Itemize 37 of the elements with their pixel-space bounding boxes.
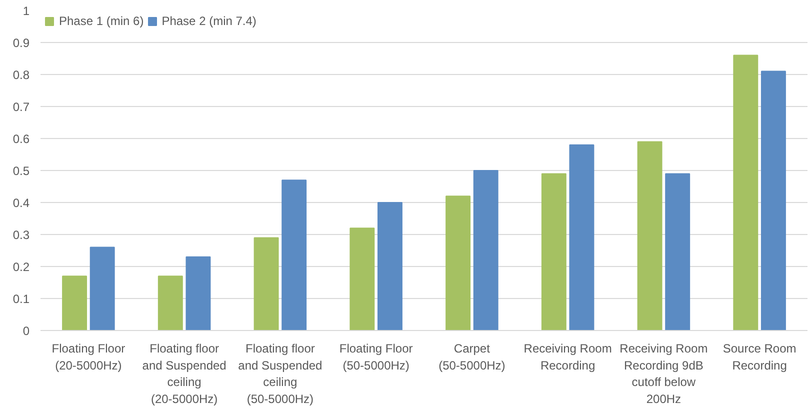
bar (350, 228, 375, 330)
y-tick-label: 0.6 (12, 132, 30, 146)
legend-label: Phase 2 (min 7.4) (162, 14, 256, 28)
bar (569, 144, 594, 330)
bar (665, 173, 690, 330)
x-tick-label: Receiving Room Recording 9dB cutoff below 200Hz (620, 342, 708, 406)
y-tick-label: 0.7 (12, 100, 30, 114)
bar (541, 173, 566, 330)
y-tick-label: 0.2 (12, 260, 30, 274)
x-tick-label: Floating Floor (50-5000Hz) (339, 342, 413, 372)
bar (473, 170, 498, 330)
bar (637, 141, 662, 330)
bar (733, 54, 758, 330)
x-tick-label: Receiving Room Recording (524, 342, 612, 372)
y-tick-label: 0.3 (12, 228, 30, 242)
bar (282, 180, 307, 330)
bar (90, 246, 115, 330)
bar (62, 276, 88, 330)
x-tick-label: Source Room Recording (722, 342, 796, 372)
x-tick-label: Floating floor and Suspended ceiling (50-5000Hz) (238, 342, 322, 406)
bar (254, 237, 279, 330)
bar (446, 196, 471, 330)
y-tick-label: 0.5 (12, 164, 30, 178)
bar (377, 202, 402, 330)
x-tick-label: Carpet (50-5000Hz) (438, 342, 506, 372)
y-tick-label: 1 (22, 4, 30, 18)
x-tick-label: Floating Floor (20-5000Hz) (52, 342, 126, 372)
y-tick-label: 0.8 (12, 68, 30, 82)
bar (186, 256, 211, 330)
bar (158, 276, 183, 330)
y-tick-label: 0.1 (12, 292, 30, 306)
y-tick-label: 0.9 (12, 36, 30, 50)
legend-label: Phase 1 (min 6) (59, 14, 144, 28)
x-tick-label: Floating floor and Suspended ceiling (20-5000Hz) (142, 342, 226, 406)
y-tick-label: 0 (22, 324, 30, 338)
bar (760, 70, 786, 330)
y-tick-label: 0.4 (12, 196, 30, 210)
